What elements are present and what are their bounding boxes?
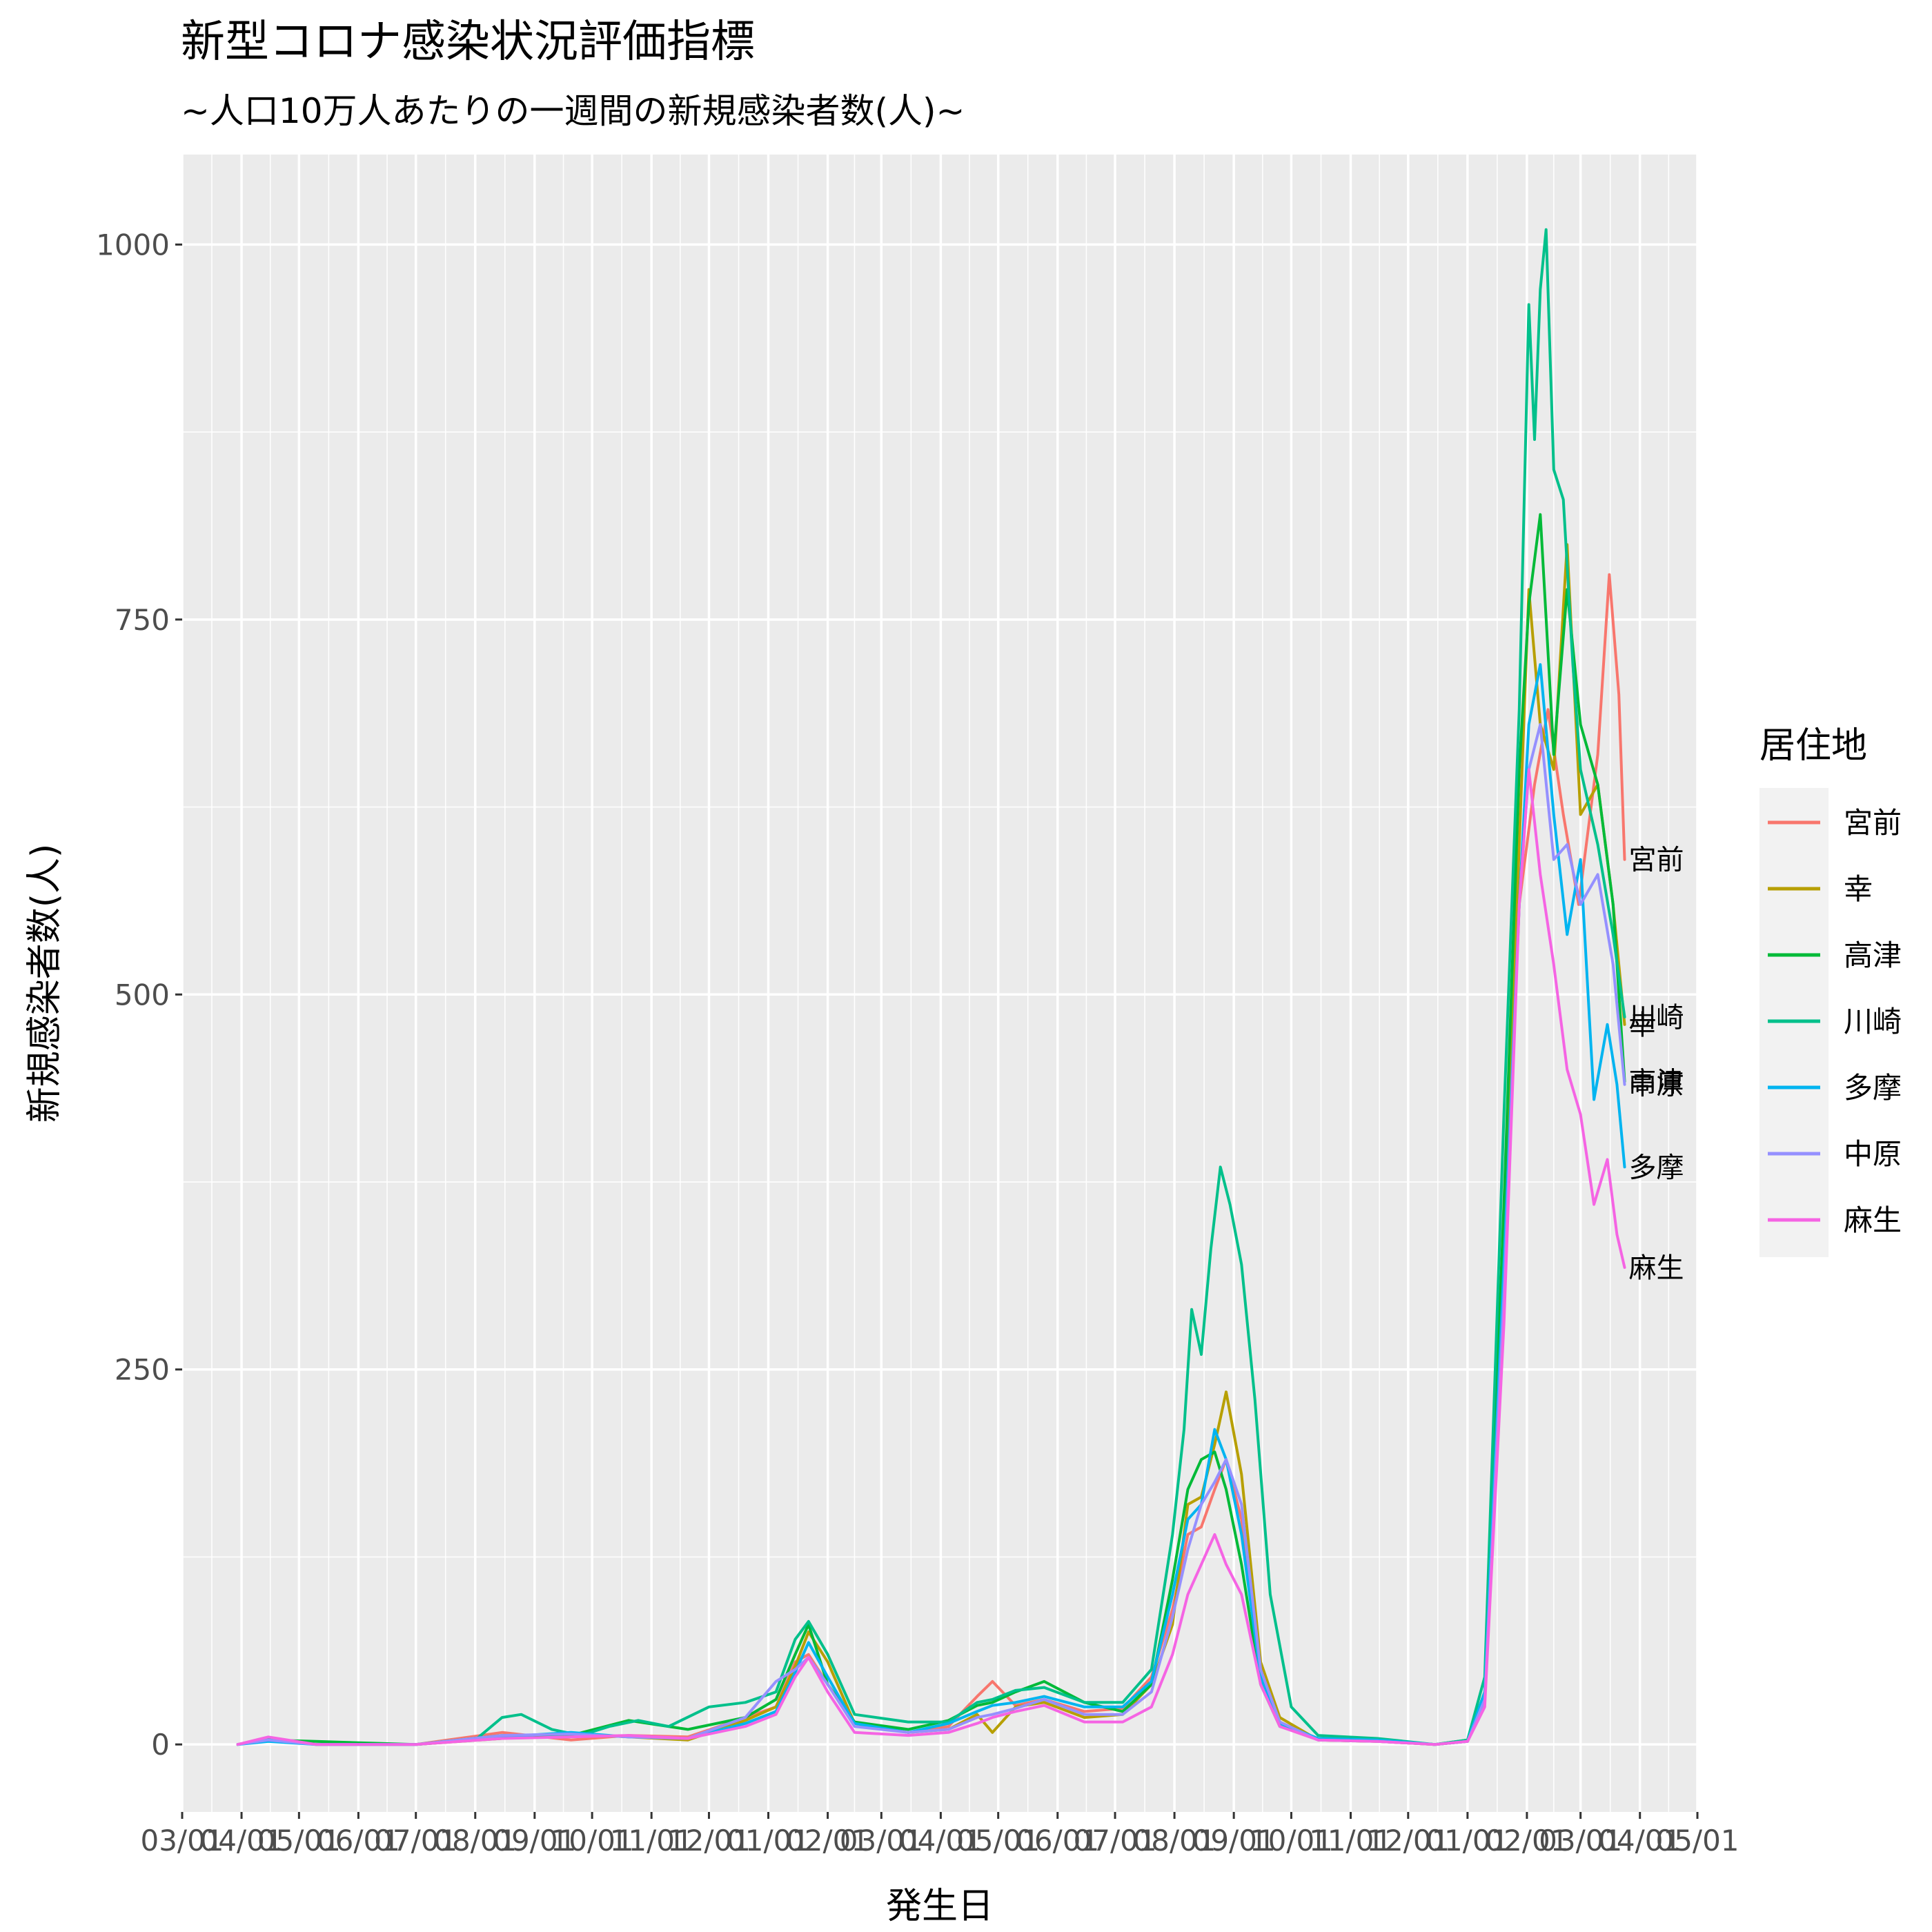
x-tick-label: 10/01 [551,1824,634,1857]
x-axis-ticks: 03/0104/0105/0106/0107/0108/0109/0110/01… [140,1812,1739,1857]
x-tick-label: 12/01 [1366,1824,1450,1857]
legend-label-麻生: 麻生 [1844,1203,1902,1237]
x-tick-label: 08/01 [1133,1824,1216,1857]
x-tick-label: 04/01 [899,1824,983,1857]
x-tick-label: 02/01 [1485,1824,1568,1857]
legend-label-高津: 高津 [1844,938,1902,972]
legend-label-多摩: 多摩 [1844,1071,1902,1105]
x-tick-label: 03/01 [840,1824,923,1857]
legend-title: 居住地 [1759,725,1867,767]
end-label-幸: 幸 [1629,1009,1657,1041]
x-tick-label: 05/01 [1655,1824,1739,1857]
y-tick-label: 0 [151,1728,170,1762]
x-tick-label: 12/01 [667,1824,751,1857]
x-tick-label: 08/01 [433,1824,517,1857]
legend-label-川崎: 川崎 [1844,1005,1902,1038]
y-tick-label: 1000 [96,228,170,262]
series-line-麻生 [236,768,1626,1746]
x-tick-label: 03/01 [140,1824,224,1857]
x-tick-label: 10/01 [1250,1824,1333,1857]
x-tick-label: 09/01 [493,1824,576,1857]
x-tick-label: 07/01 [1074,1824,1157,1857]
y-tick-label: 250 [115,1353,170,1387]
x-tick-label: 07/01 [374,1824,457,1857]
x-tick-label: 11/01 [1309,1824,1392,1857]
series-line-多摩 [236,663,1626,1746]
x-tick-label: 05/01 [956,1824,1040,1857]
chart-title: 新型コロナ感染状況評価指標 [181,17,755,68]
x-tick-label: 03/01 [1539,1824,1622,1857]
y-tick-label: 750 [115,603,170,637]
y-tick-label: 500 [115,978,170,1012]
x-axis-title: 発生日 [886,1886,994,1927]
end-label-中原: 中原 [1629,1070,1684,1101]
x-tick-label: 01/01 [727,1824,810,1857]
end-label-麻生: 麻生 [1629,1252,1684,1284]
x-tick-label: 05/01 [257,1824,341,1857]
chart-subtitle: ~人口10万人あたりの一週間の新規感染者数(人)~ [181,91,965,131]
y-axis-ticks: 0 250 500 750 1000 [96,228,182,1762]
legend-label-宮前: 宮前 [1844,806,1902,840]
series-lines [236,228,1626,1746]
gridlines [181,155,1699,1812]
legend-label-幸: 幸 [1844,872,1873,906]
end-label-川崎: 川崎 [1629,1002,1684,1034]
legend-label-中原: 中原 [1844,1137,1902,1171]
end-label-高津: 高津 [1629,1066,1684,1098]
series-line-高津 [236,513,1626,1746]
x-tick-label: 06/01 [317,1824,400,1857]
x-tick-label: 04/01 [1598,1824,1682,1857]
x-tick-label: 02/01 [786,1824,869,1857]
x-tick-label: 01/01 [1426,1824,1509,1857]
x-tick-label: 06/01 [1016,1824,1099,1857]
x-tick-label: 09/01 [1192,1824,1276,1857]
y-axis-title: 新規感染者数(人) [24,844,66,1123]
end-label-宮前: 宮前 [1629,845,1684,876]
series-line-川崎 [236,228,1626,1746]
end-label-多摩: 多摩 [1629,1152,1684,1183]
x-tick-label: 04/01 [200,1824,284,1857]
x-tick-label: 11/01 [610,1824,693,1857]
